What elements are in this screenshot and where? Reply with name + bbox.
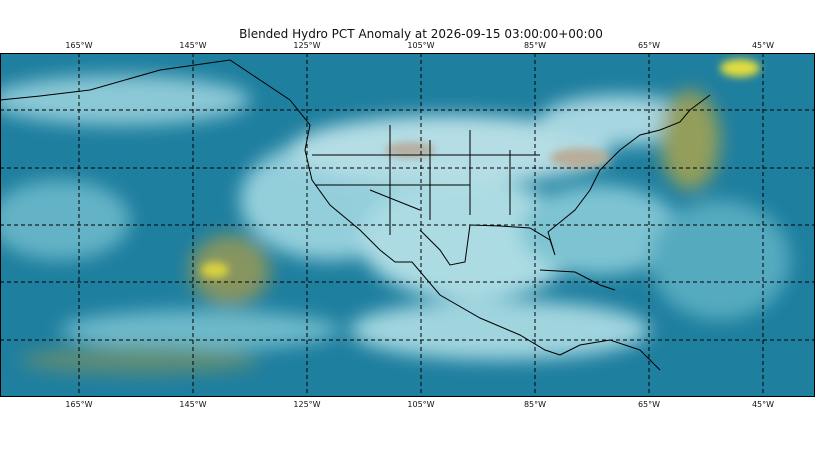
- lon-label-top: 105°W: [407, 41, 434, 50]
- graticule: [0, 53, 815, 397]
- lon-label-top: 145°W: [179, 41, 206, 50]
- lon-label-bottom: 65°W: [638, 400, 660, 409]
- lon-label-top: 65°W: [638, 41, 660, 50]
- lon-label-bottom: 165°W: [65, 400, 92, 409]
- lon-label-bottom: 105°W: [407, 400, 434, 409]
- lon-label-top: 45°W: [752, 41, 774, 50]
- lon-label-bottom: 85°W: [524, 400, 546, 409]
- map-title: Blended Hydro PCT Anomaly at 2026-09-15 …: [239, 27, 603, 41]
- lon-label-bottom: 125°W: [293, 400, 320, 409]
- lon-label-top: 85°W: [524, 41, 546, 50]
- lon-label-top: 165°W: [65, 41, 92, 50]
- lon-label-bottom: 145°W: [179, 400, 206, 409]
- coastlines: [0, 59, 711, 371]
- map-field: [0, 53, 815, 397]
- lon-label-bottom: 45°W: [752, 400, 774, 409]
- lon-label-top: 125°W: [293, 41, 320, 50]
